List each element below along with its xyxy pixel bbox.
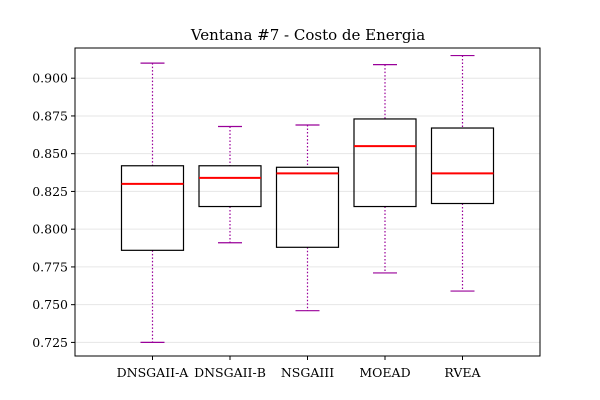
y-tick-label: 0.750 (32, 297, 68, 312)
y-tick-label: 0.825 (32, 184, 68, 199)
box-plot-moead (353, 64, 417, 274)
boxes-group (120, 54, 495, 344)
y-tick-label: 0.800 (32, 222, 68, 237)
y-tick-label: 0.900 (32, 71, 68, 86)
iqr-box (353, 118, 417, 208)
y-tick-label: 0.775 (32, 259, 68, 274)
axes: 0.725 0.750 0.775 0.800 0.825 0.850 0.875 0.900… (32, 71, 481, 380)
x-tick-label: DNSGAII-A (117, 365, 190, 380)
box-plot-rvea (430, 54, 495, 292)
x-tick-label: NSGAIII (281, 365, 334, 380)
chart-title: Ventana #7 - Costo de Energia (190, 26, 425, 44)
x-tick-label: RVEA (444, 365, 481, 380)
y-tick-label: 0.725 (32, 335, 68, 350)
box-plot-dnsgaii-b (198, 125, 262, 244)
box-plot-dnsgaii-a (120, 62, 185, 344)
box-plot-nsgaiii (275, 124, 340, 312)
y-tick-label: 0.875 (32, 108, 68, 123)
y-tick-label: 0.850 (32, 146, 68, 161)
x-tick-label: MOEAD (359, 365, 410, 380)
iqr-box (430, 127, 495, 205)
grid-lines (75, 77, 540, 343)
x-tick-label: DNSGAII-B (194, 365, 266, 380)
iqr-box (120, 165, 185, 251)
iqr-box (275, 166, 340, 248)
plot-frame (74, 47, 541, 357)
iqr-box (198, 165, 262, 208)
